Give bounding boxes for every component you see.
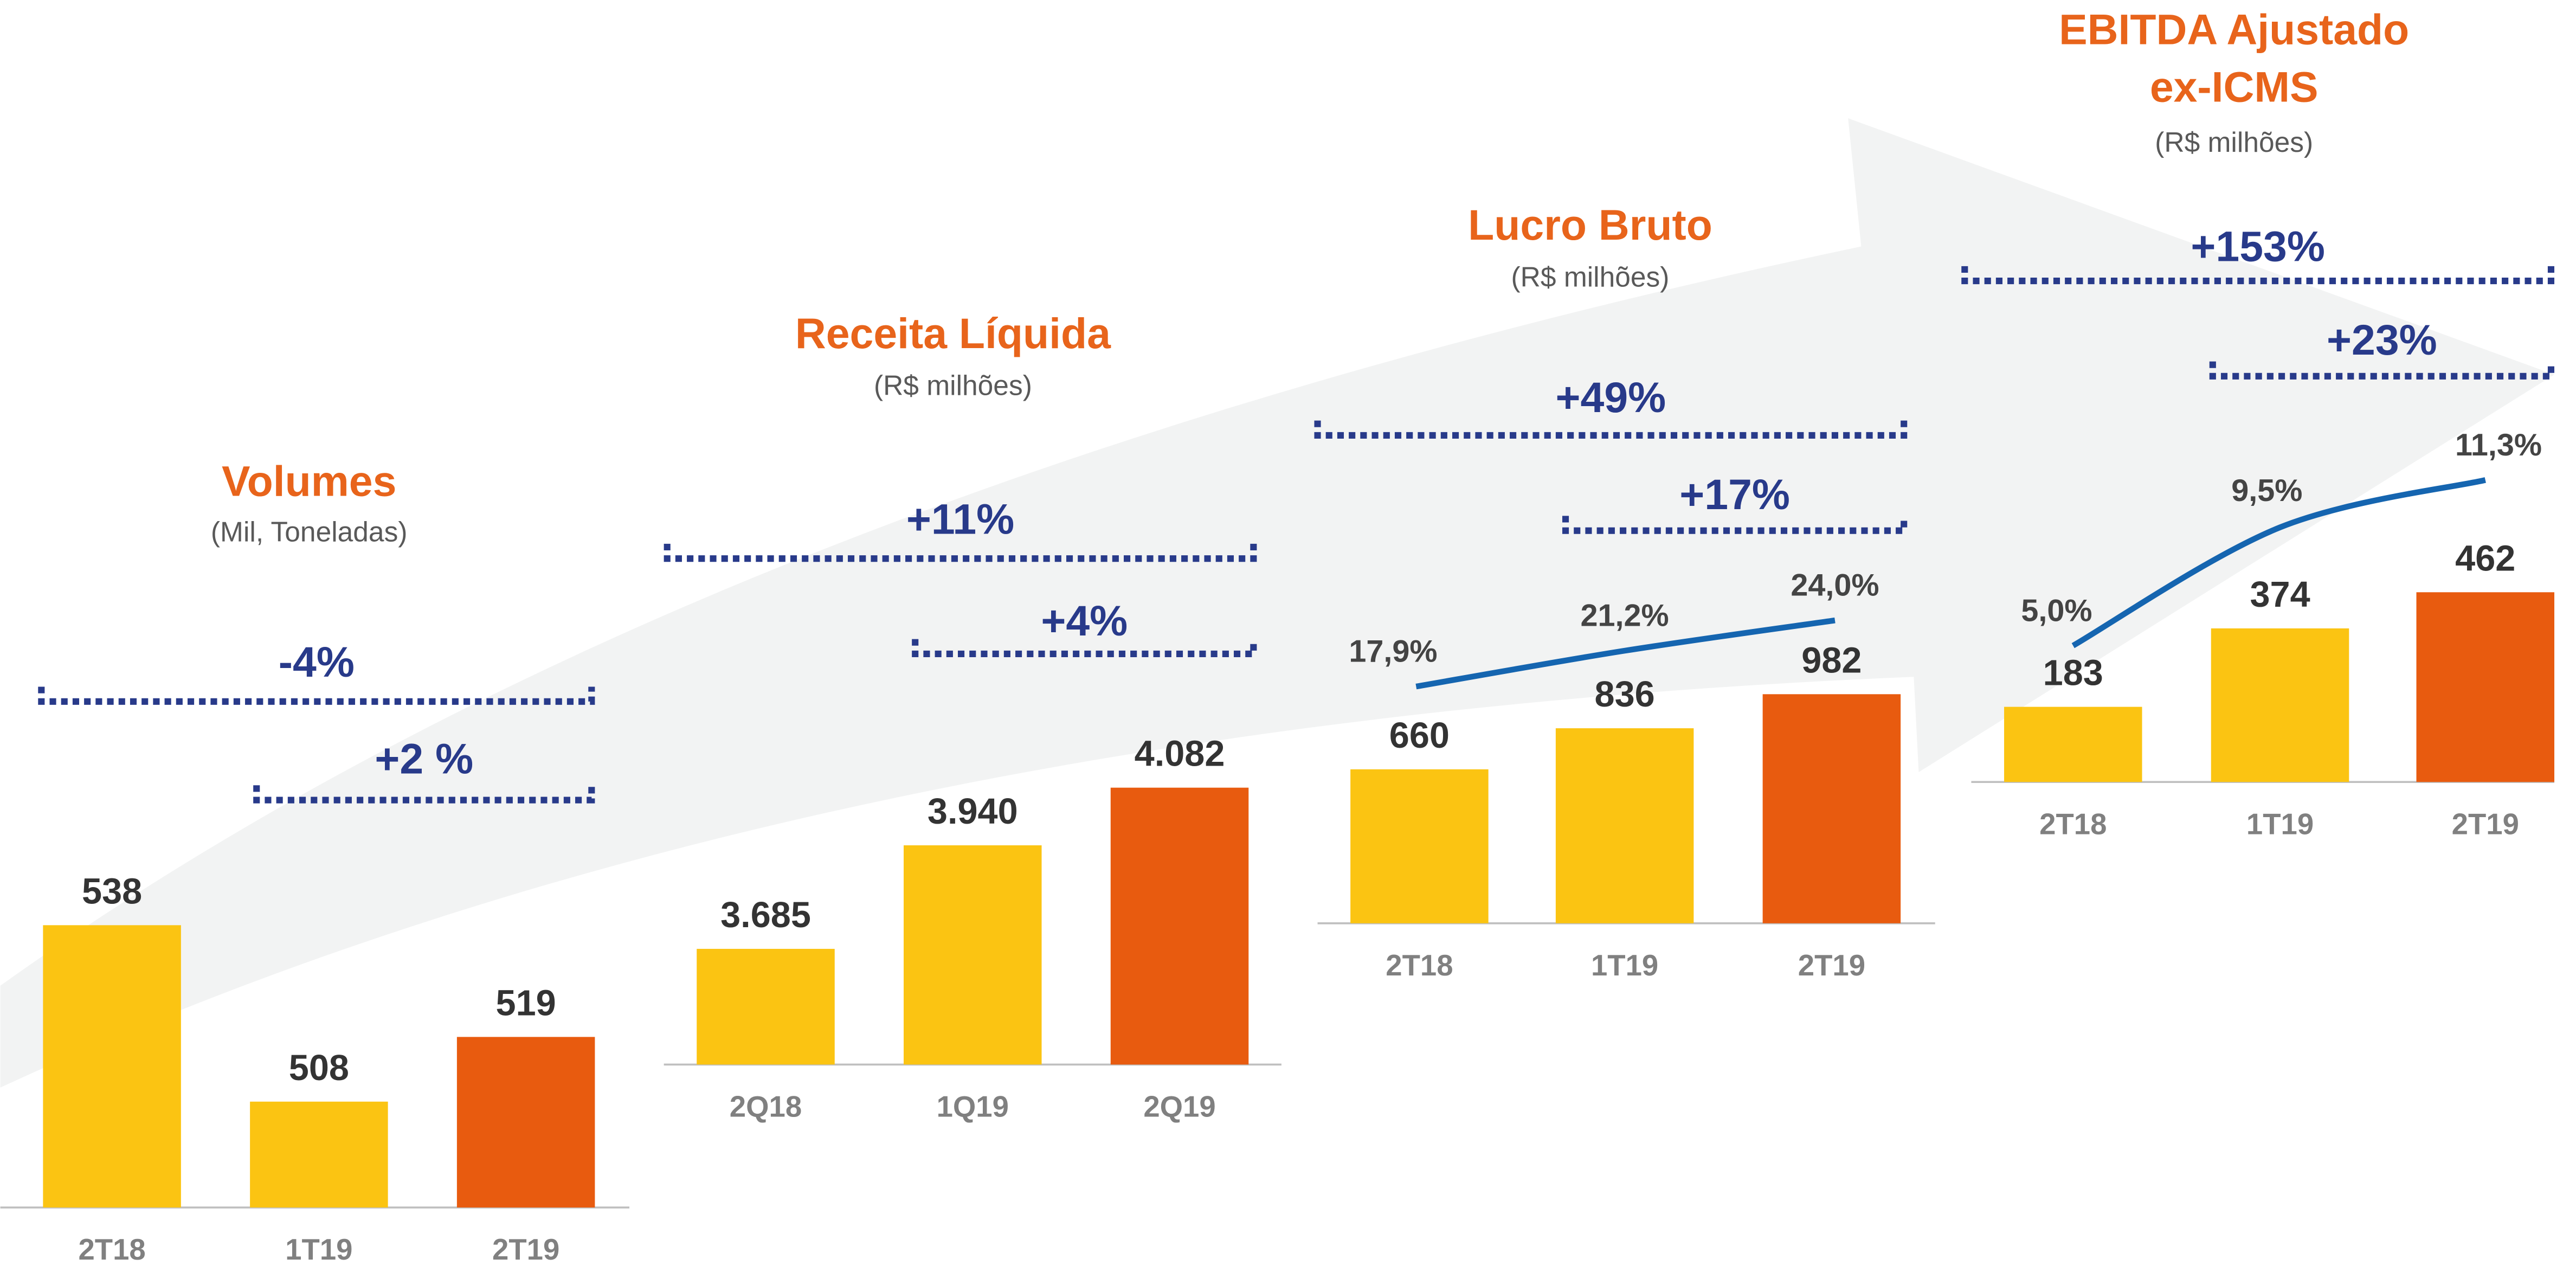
- value-label: 183: [2043, 653, 2103, 693]
- value-label: 519: [496, 983, 556, 1023]
- growth-label: +2 %: [375, 735, 473, 783]
- value-label: 660: [1389, 716, 1450, 756]
- x-tick-label: 2T19: [492, 1233, 559, 1265]
- x-tick-label: 2T19: [1798, 949, 1865, 982]
- growth-label: +11%: [906, 495, 1014, 543]
- x-tick-label: 1T19: [1591, 949, 1658, 982]
- growth-bracket: [38, 686, 595, 705]
- value-label: 538: [82, 871, 142, 911]
- chart-title: Lucro Bruto: [1468, 201, 1712, 249]
- growth-bracket: [1562, 516, 1908, 534]
- value-label: 3.685: [720, 895, 811, 935]
- chart-subtitle: (R$ milhões): [2155, 126, 2313, 158]
- margin-label: 17,9%: [1349, 634, 1437, 669]
- growth-bracket: [2209, 361, 2555, 380]
- x-tick-label: 2Q19: [1143, 1090, 1215, 1123]
- x-tick-label: 2T19: [2452, 807, 2519, 840]
- bar: [456, 1037, 595, 1208]
- x-tick-label: 2Q18: [730, 1090, 802, 1123]
- bar: [43, 925, 181, 1208]
- bar: [1350, 769, 1489, 923]
- bar: [697, 948, 835, 1065]
- chart-subtitle: (R$ milhões): [1511, 261, 1670, 293]
- value-label: 508: [289, 1048, 349, 1088]
- growth-label: -4%: [279, 638, 355, 686]
- x-tick-label: 1T19: [2246, 807, 2314, 840]
- background-arrow: [0, 118, 2555, 1088]
- x-tick-label: 2T18: [2039, 807, 2107, 840]
- margin-label: 24,0%: [1791, 568, 1879, 603]
- bar: [904, 845, 1042, 1065]
- chart-title: Receita Líquida: [795, 310, 1111, 357]
- margin-label: 9,5%: [2231, 473, 2302, 508]
- chart-subtitle: (Mil, Toneladas): [211, 516, 408, 547]
- value-label: 374: [2250, 575, 2310, 615]
- bar: [1555, 728, 1694, 923]
- x-tick-label: 2T18: [78, 1233, 145, 1265]
- growth-label: +49%: [1556, 374, 1666, 421]
- bar: [1762, 694, 1901, 923]
- value-label: 4.082: [1135, 734, 1225, 774]
- growth-label: +4%: [1041, 597, 1128, 645]
- growth-label: +153%: [2191, 222, 2324, 270]
- x-tick-label: 1Q19: [937, 1090, 1009, 1123]
- chart-title: EBITDA Ajustado: [2059, 5, 2409, 53]
- margin-label: 21,2%: [1581, 599, 1669, 633]
- bar: [2211, 628, 2349, 782]
- growth-label: +23%: [2327, 316, 2437, 364]
- growth-label: +17%: [1679, 471, 1790, 518]
- value-label: 3.940: [928, 792, 1018, 832]
- x-tick-label: 2T18: [1386, 949, 1453, 982]
- margin-line: [1415, 617, 1836, 690]
- bar: [2416, 592, 2555, 782]
- bar: [1110, 787, 1249, 1065]
- x-tick-label: 1T19: [285, 1233, 352, 1265]
- chart-title: Volumes: [222, 458, 396, 505]
- margin-line: [2071, 477, 2486, 648]
- value-label: 462: [2455, 538, 2515, 579]
- value-label: 836: [1595, 675, 1655, 715]
- bar: [2004, 707, 2142, 782]
- margin-label: 5,0%: [2021, 593, 2092, 628]
- chart-subtitle: (R$ milhões): [874, 370, 1032, 401]
- value-label: 982: [1801, 640, 1862, 680]
- growth-bracket: [912, 639, 1257, 657]
- bar: [250, 1101, 388, 1208]
- growth-bracket: [253, 785, 595, 804]
- chart-title: ex-ICMS: [2150, 63, 2319, 111]
- margin-label: 11,3%: [2455, 428, 2542, 463]
